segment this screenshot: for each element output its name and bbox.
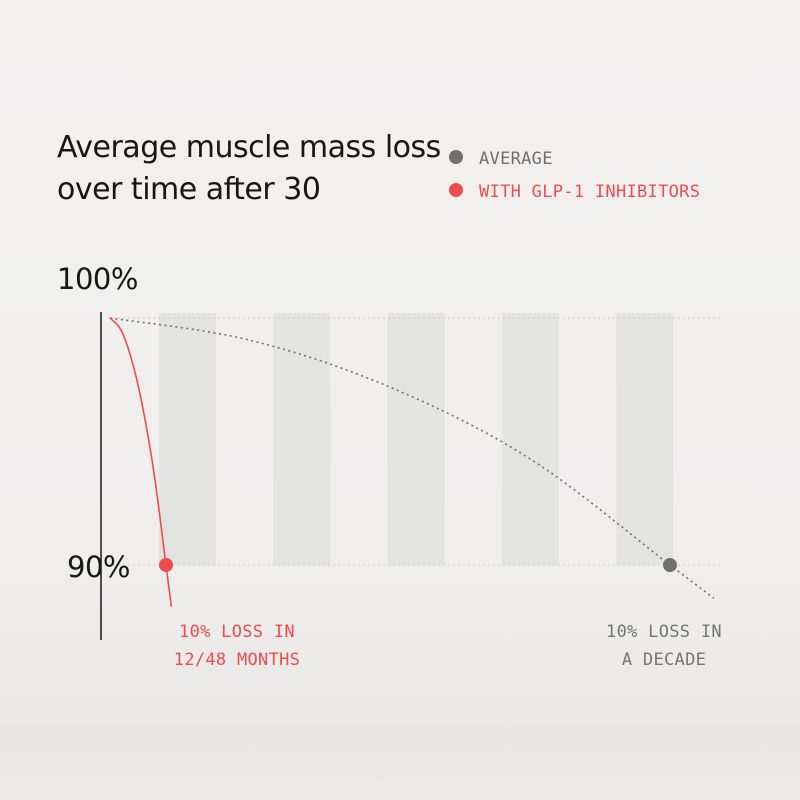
series-annotations: 10% LOSS IN A DECADE 10% LOSS IN 12/48 MONT… bbox=[174, 622, 722, 670]
background-band bbox=[273, 313, 331, 565]
legend-marker-average bbox=[449, 150, 463, 164]
series-markers bbox=[159, 558, 677, 572]
chart-title-line-2: over time after 30 bbox=[57, 172, 320, 207]
chart-title-line-1: Average muscle mass loss bbox=[57, 130, 441, 165]
y-tick-label-90: 90% bbox=[67, 550, 130, 584]
series-marker-0 bbox=[663, 558, 677, 572]
background-band bbox=[387, 313, 445, 565]
annotation-label-1-1: 12/48 MONTHS bbox=[174, 650, 300, 670]
y-tick-label-100: 100% bbox=[57, 262, 138, 296]
legend-marker-glp1 bbox=[449, 183, 463, 197]
background-band bbox=[616, 313, 674, 565]
legend-label-glp1: WITH GLP-1 INHIBITORS bbox=[479, 182, 700, 202]
legend-label-average: AVERAGE bbox=[479, 149, 553, 169]
background-band bbox=[159, 313, 216, 565]
background-bands bbox=[159, 313, 674, 565]
series-marker-1 bbox=[159, 558, 173, 572]
annotation-label-0-0: 10% LOSS IN bbox=[606, 622, 722, 642]
gridlines bbox=[108, 317, 722, 566]
annotation-label-1-0: 10% LOSS IN bbox=[179, 622, 295, 642]
annotation-label-0-1: A DECADE bbox=[622, 650, 706, 670]
background-band bbox=[501, 313, 559, 565]
